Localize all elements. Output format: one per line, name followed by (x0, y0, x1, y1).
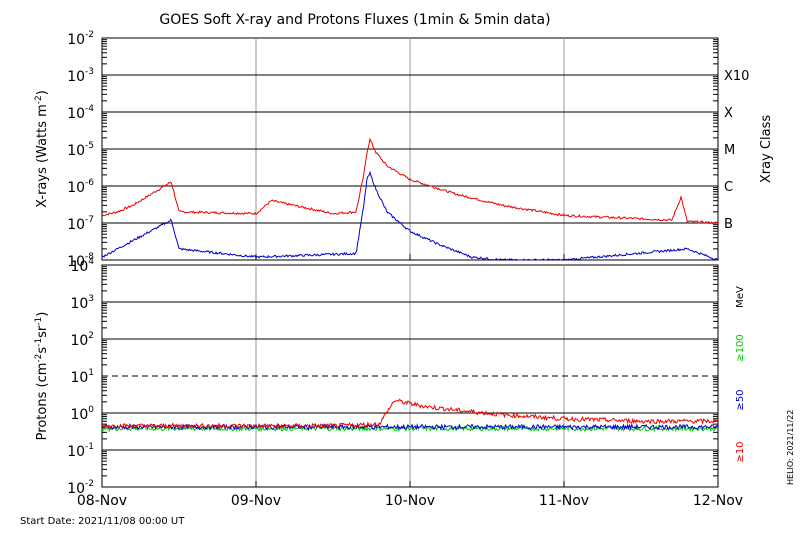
x-tick-label: 10-Nov (385, 493, 435, 509)
x-tick-label: 08-Nov (77, 493, 127, 509)
flare-class-label: B (724, 217, 733, 232)
flare-class-label: M (724, 143, 735, 158)
proton-y-tick-label: 10-2 (67, 479, 94, 497)
proton-grid (102, 265, 718, 487)
flare-class-labels: X10 X M C B (724, 69, 749, 232)
xray-y-tick-label: 10-5 (67, 141, 94, 159)
xray-y-tick-label: 10-8 (67, 252, 94, 270)
proton-y-tick-label: 101 (70, 368, 94, 386)
xray-series-line-0 (101, 137, 719, 225)
proton-energy-label: ≥50 (735, 389, 746, 410)
x-tick-label: 09-Nov (231, 493, 281, 509)
proton-y-tick-label: 102 (70, 331, 94, 349)
xray-y-tick-label: 10-3 (67, 67, 94, 85)
proton-y-tick-label: 10-1 (67, 442, 94, 460)
helio-credit: HELIO: 2021/11/22 (786, 410, 795, 485)
x-tick-label: 12-Nov (693, 493, 743, 509)
proton-y-tick-label: 100 (70, 405, 94, 423)
proton-y-axis-label: Protons (cm-2s-1sr-1) (34, 312, 50, 441)
xray-y-axis-label: X-rays (Watts m-2) (34, 90, 50, 208)
flare-class-label: C (724, 180, 733, 195)
flare-class-label: X10 (724, 69, 749, 84)
xray-class-axis-label: Xray Class (759, 115, 774, 183)
xray-series-line-1 (101, 170, 719, 261)
proton-series-line-0 (101, 424, 719, 433)
proton-y-tick-label: 103 (70, 294, 94, 312)
xray-y-tick-label: 10-2 (67, 30, 94, 48)
xray-y-tick-label: 10-7 (67, 215, 94, 233)
xray-y-tick-label: 10-6 (67, 178, 94, 196)
xray-y-tick-label: 10-4 (67, 104, 94, 122)
x-tick-label: 11-Nov (539, 493, 589, 509)
proton-y-tick-label: 104 (70, 257, 94, 275)
proton-energy-label: ≥100 (735, 334, 746, 361)
x-axis-ticks: 08-Nov 09-Nov 10-Nov 11-Nov 12-Nov (77, 254, 743, 509)
proton-energy-label: MeV (735, 286, 746, 308)
proton-series (101, 398, 719, 433)
xray-series (101, 137, 719, 261)
proton-series-line-2 (101, 398, 719, 430)
flare-class-label: X (724, 106, 733, 121)
start-date-label: Start Date: 2021/11/08 00:00 UT (20, 516, 185, 527)
xray-grid (102, 38, 718, 260)
xray-y-ticks: 10-2 10-3 10-4 10-5 10-6 10-7 10-8 (67, 30, 718, 270)
chart-title: GOES Soft X-ray and Protons Fluxes (1min… (159, 12, 550, 28)
proton-energy-labels: MeV ≥100 ≥50 ≥10 (735, 286, 746, 463)
proton-y-ticks: 104 103 102 101 100 10-1 10-2 (67, 257, 718, 497)
proton-energy-label: ≥10 (735, 441, 746, 462)
